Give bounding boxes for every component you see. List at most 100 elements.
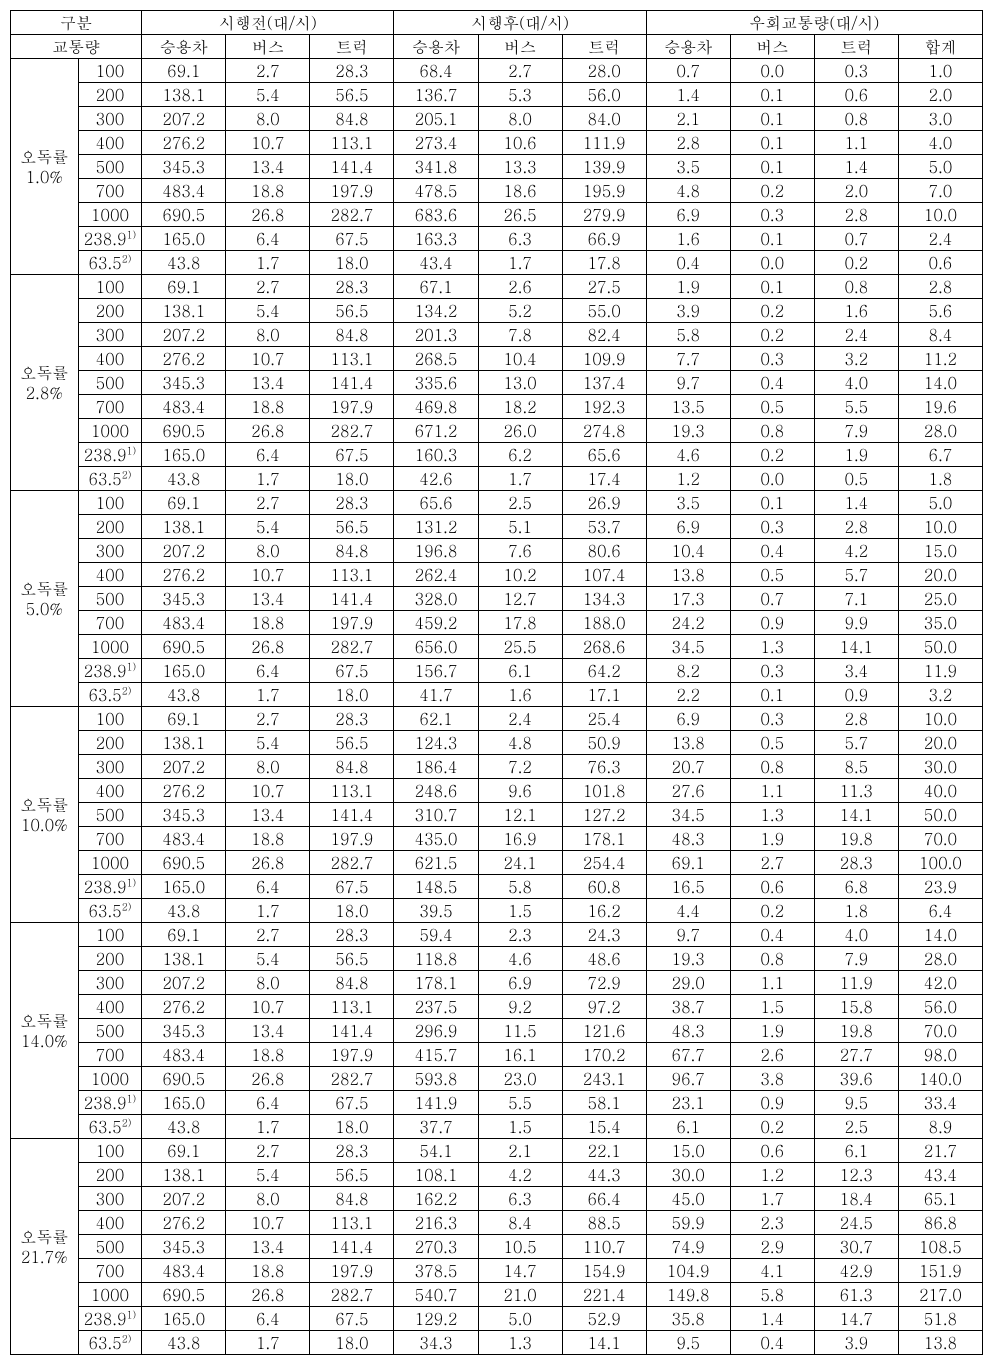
after-cell: 43.4 <box>394 251 478 275</box>
detour-cell: 19.3 <box>646 419 730 443</box>
before-cell: 84.8 <box>310 323 394 347</box>
after-cell: 21.0 <box>478 1283 562 1307</box>
hdr-sum: 합계 <box>898 35 982 59</box>
before-cell: 13.4 <box>226 155 310 179</box>
before-cell: 84.8 <box>310 107 394 131</box>
detour-cell: 2.7 <box>730 851 814 875</box>
traffic-value: 63.52) <box>78 467 142 491</box>
detour-cell: 2.0 <box>814 179 898 203</box>
after-cell: 80.6 <box>562 539 646 563</box>
traffic-value: 63.52) <box>78 1331 142 1355</box>
detour-cell: 43.4 <box>898 1163 982 1187</box>
before-cell: 8.0 <box>226 1187 310 1211</box>
after-cell: 160.3 <box>394 443 478 467</box>
before-cell: 138.1 <box>142 83 226 107</box>
detour-cell: 28.0 <box>898 419 982 443</box>
traffic-value: 700 <box>78 1043 142 1067</box>
table-body: 오독률1.0%10069.12.728.368.42.728.00.70.00.… <box>11 59 983 1355</box>
group-label: 오독률10.0% <box>11 707 79 923</box>
after-cell: 178.1 <box>394 971 478 995</box>
before-cell: 165.0 <box>142 1307 226 1331</box>
table-row: 700483.418.8197.9459.217.8188.024.20.99.… <box>11 611 983 635</box>
after-cell: 5.3 <box>478 83 562 107</box>
traffic-value: 300 <box>78 1187 142 1211</box>
after-cell: 10.5 <box>478 1235 562 1259</box>
after-cell: 14.7 <box>478 1259 562 1283</box>
detour-cell: 3.2 <box>898 683 982 707</box>
detour-cell: 19.8 <box>814 827 898 851</box>
detour-cell: 14.0 <box>898 923 982 947</box>
after-cell: 262.4 <box>394 563 478 587</box>
after-cell: 65.6 <box>394 491 478 515</box>
before-cell: 18.8 <box>226 1259 310 1283</box>
before-cell: 690.5 <box>142 203 226 227</box>
detour-cell: 30.0 <box>898 755 982 779</box>
table-row: 1000690.526.8282.7683.626.5279.96.90.32.… <box>11 203 983 227</box>
detour-cell: 11.2 <box>898 347 982 371</box>
detour-cell: 13.8 <box>646 563 730 587</box>
before-cell: 2.7 <box>226 59 310 83</box>
detour-cell: 13.5 <box>646 395 730 419</box>
before-cell: 113.1 <box>310 563 394 587</box>
before-cell: 69.1 <box>142 923 226 947</box>
detour-cell: 11.9 <box>898 659 982 683</box>
after-cell: 53.7 <box>562 515 646 539</box>
traffic-value: 1000 <box>78 1067 142 1091</box>
detour-cell: 5.8 <box>646 323 730 347</box>
before-cell: 18.0 <box>310 1331 394 1355</box>
table-row: 1000690.526.8282.7621.524.1254.469.12.72… <box>11 851 983 875</box>
traffic-value: 400 <box>78 131 142 155</box>
before-cell: 345.3 <box>142 371 226 395</box>
detour-cell: 0.7 <box>646 59 730 83</box>
before-cell: 5.4 <box>226 515 310 539</box>
detour-cell: 7.9 <box>814 419 898 443</box>
traffic-value: 1000 <box>78 419 142 443</box>
detour-cell: 35.8 <box>646 1307 730 1331</box>
detour-cell: 0.1 <box>730 131 814 155</box>
detour-cell: 4.0 <box>814 923 898 947</box>
after-cell: 131.2 <box>394 515 478 539</box>
before-cell: 141.4 <box>310 803 394 827</box>
after-cell: 2.5 <box>478 491 562 515</box>
before-cell: 141.4 <box>310 371 394 395</box>
detour-cell: 0.4 <box>646 251 730 275</box>
detour-cell: 0.3 <box>814 59 898 83</box>
after-cell: 156.7 <box>394 659 478 683</box>
hdr-car: 승용차 <box>646 35 730 59</box>
after-cell: 10.6 <box>478 131 562 155</box>
before-cell: 5.4 <box>226 1163 310 1187</box>
detour-cell: 149.8 <box>646 1283 730 1307</box>
traffic-value: 700 <box>78 179 142 203</box>
before-cell: 2.7 <box>226 923 310 947</box>
before-cell: 13.4 <box>226 371 310 395</box>
detour-cell: 0.2 <box>730 179 814 203</box>
after-cell: 335.6 <box>394 371 478 395</box>
detour-cell: 20.0 <box>898 563 982 587</box>
before-cell: 26.8 <box>226 851 310 875</box>
before-cell: 18.0 <box>310 1115 394 1139</box>
before-cell: 197.9 <box>310 827 394 851</box>
traffic-value: 100 <box>78 707 142 731</box>
detour-cell: 2.8 <box>814 707 898 731</box>
after-cell: 25.5 <box>478 635 562 659</box>
detour-cell: 2.8 <box>814 203 898 227</box>
after-cell: 6.1 <box>478 659 562 683</box>
detour-cell: 0.1 <box>730 107 814 131</box>
hdr-bus: 버스 <box>730 35 814 59</box>
table-row: 238.91)165.06.467.5129.25.052.935.81.414… <box>11 1307 983 1331</box>
before-cell: 43.8 <box>142 467 226 491</box>
before-cell: 28.3 <box>310 707 394 731</box>
detour-cell: 24.2 <box>646 611 730 635</box>
after-cell: 54.1 <box>394 1139 478 1163</box>
before-cell: 276.2 <box>142 347 226 371</box>
after-cell: 341.8 <box>394 155 478 179</box>
traffic-value: 238.91) <box>78 1307 142 1331</box>
table-row: 238.91)165.06.467.5163.36.366.91.60.10.7… <box>11 227 983 251</box>
table-row: 500345.313.4141.4296.911.5121.648.31.919… <box>11 1019 983 1043</box>
before-cell: 690.5 <box>142 851 226 875</box>
detour-cell: 9.5 <box>646 1331 730 1355</box>
traffic-value: 1000 <box>78 203 142 227</box>
detour-cell: 0.1 <box>730 227 814 251</box>
detour-cell: 38.7 <box>646 995 730 1019</box>
before-cell: 6.4 <box>226 659 310 683</box>
